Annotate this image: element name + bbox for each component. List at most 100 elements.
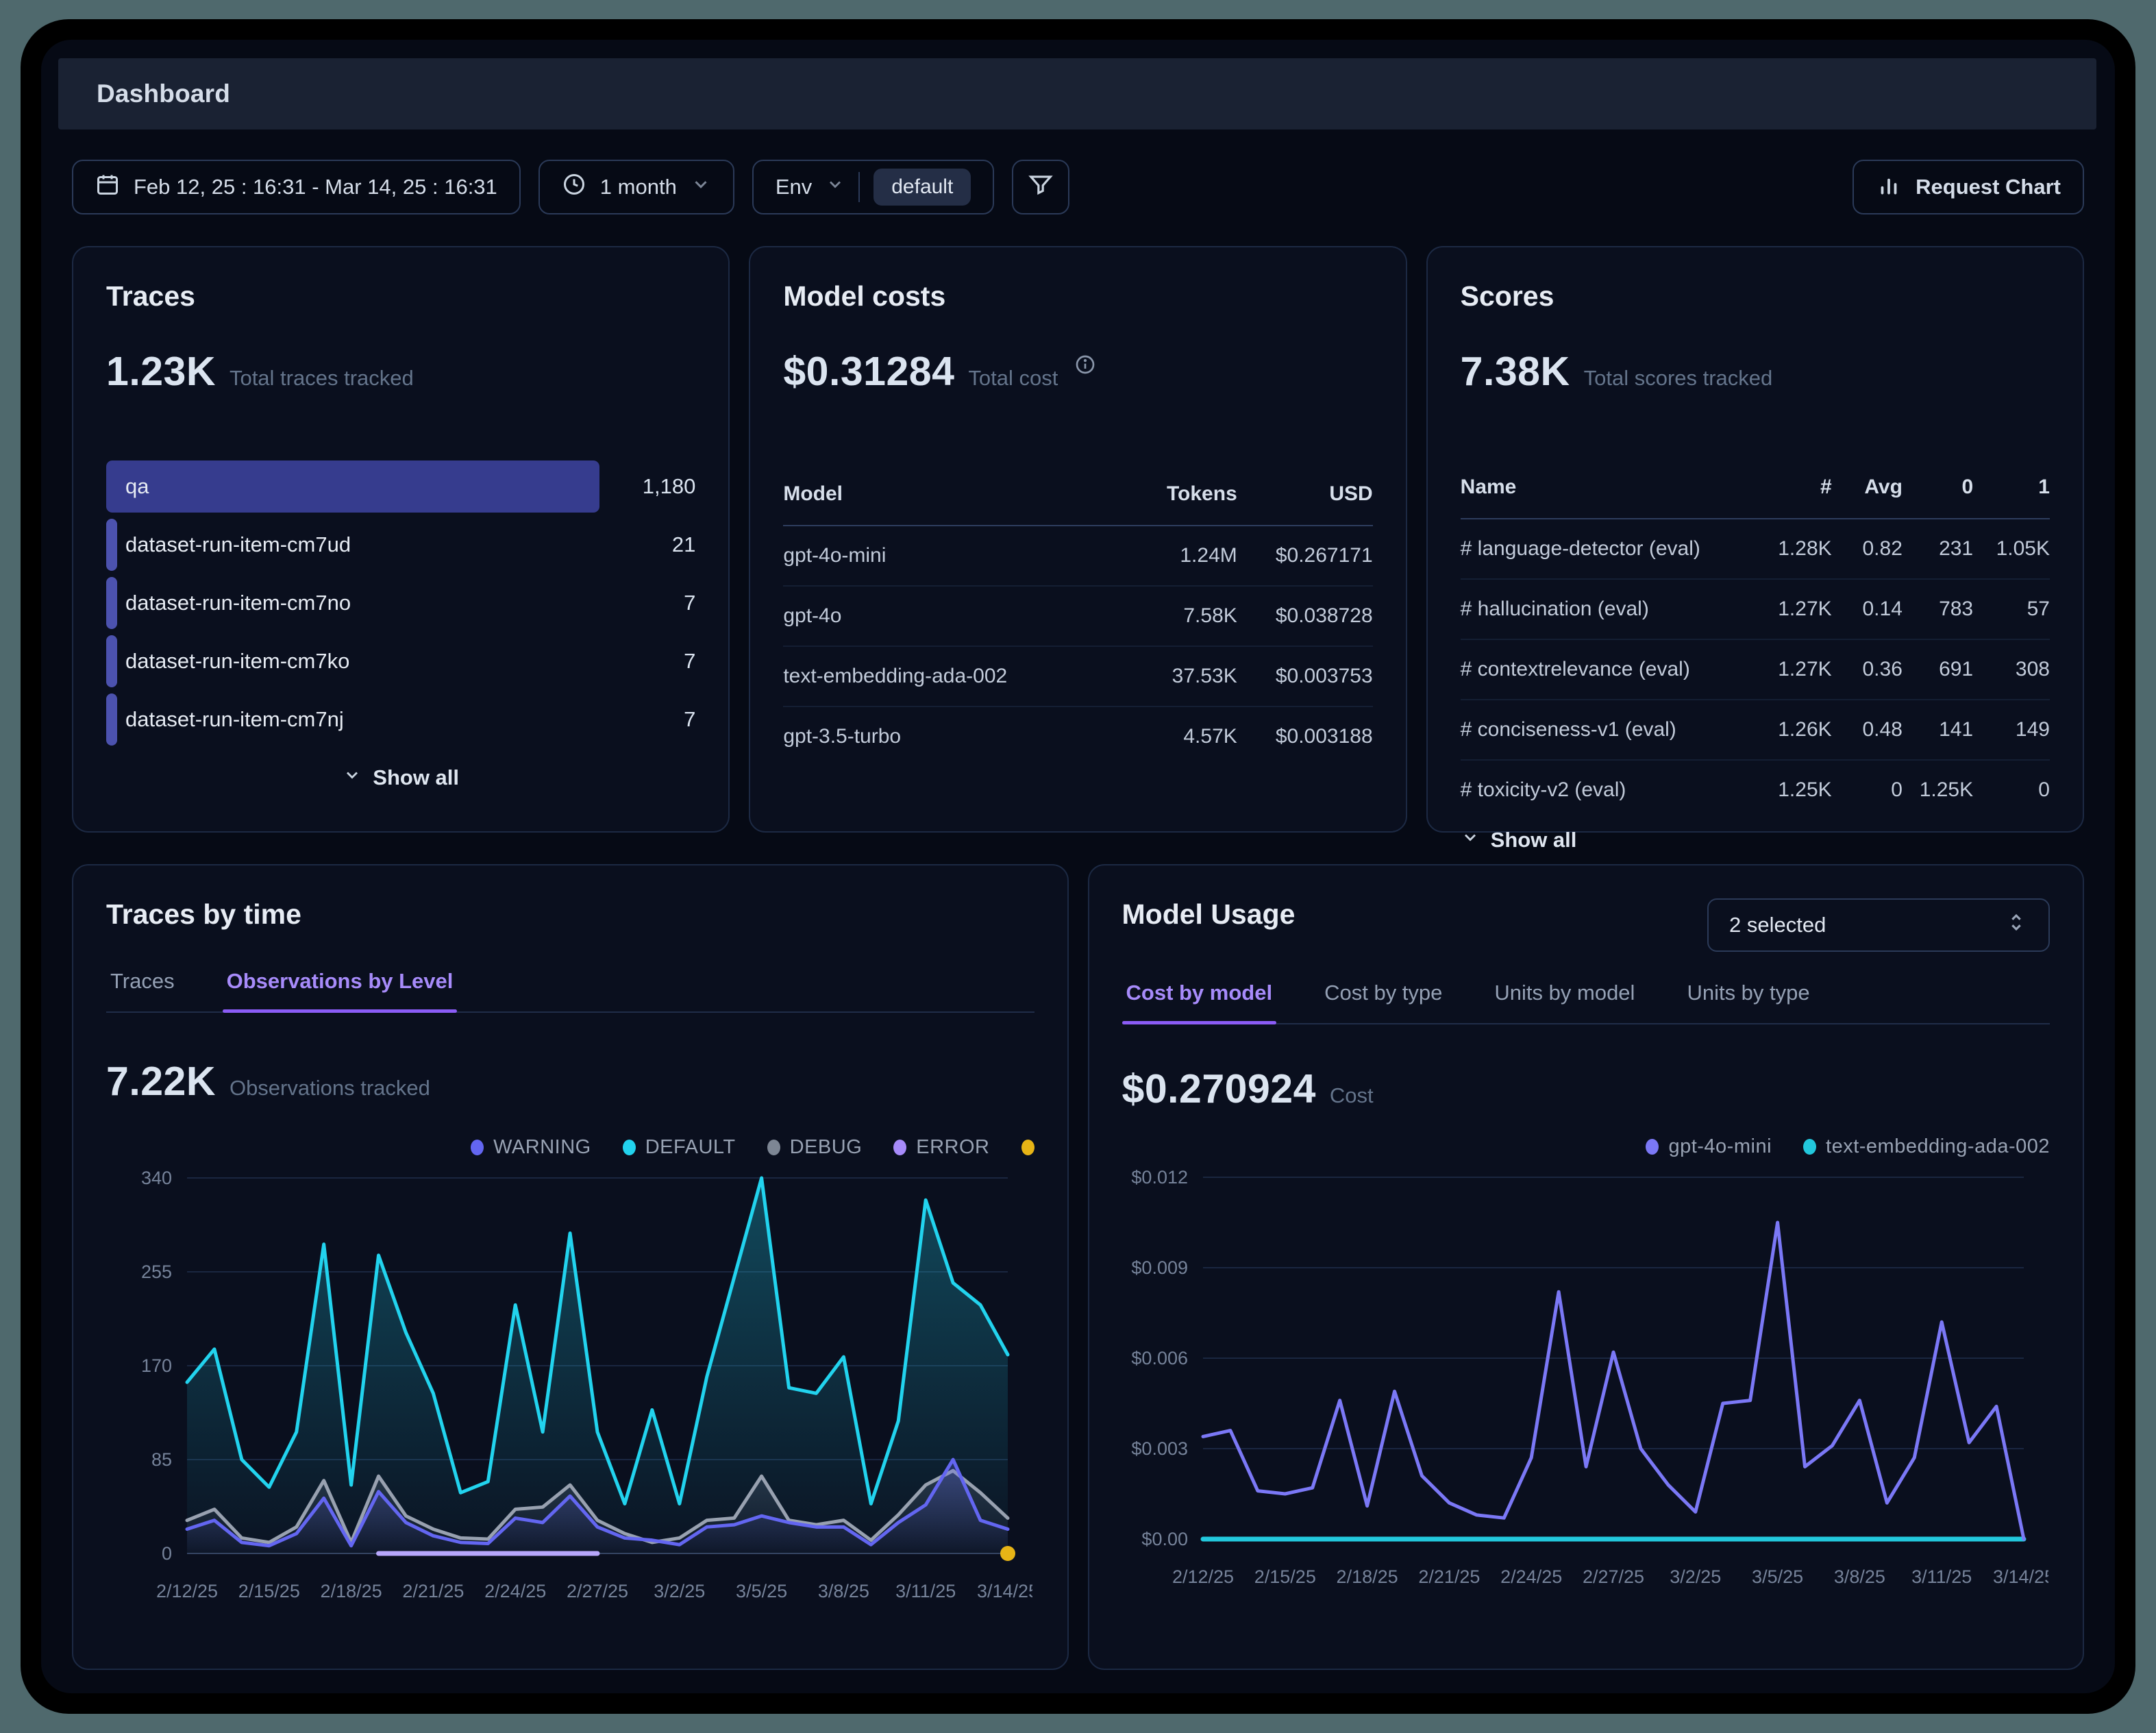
model-usage-tabs: Cost by model Cost by type Units by model U… bbox=[1122, 981, 2050, 1024]
model-select-value: 2 selected bbox=[1729, 913, 1826, 937]
legend-item-default[interactable]: DEFAULT bbox=[622, 1136, 736, 1159]
legend-item-text-embedding-ada-002[interactable]: text-embedding-ada-002 bbox=[1803, 1135, 2050, 1158]
svg-text:170: 170 bbox=[141, 1355, 172, 1376]
svg-text:2/24/25: 2/24/25 bbox=[1500, 1566, 1562, 1587]
bottom-cards-row: Traces by time Traces Observations by Lev… bbox=[72, 864, 2084, 1670]
divider bbox=[858, 172, 860, 202]
row-value: 1.25K bbox=[1919, 778, 1974, 801]
row-value: $0.003188 bbox=[1275, 725, 1373, 748]
legend-item-warning[interactable]: WARNING bbox=[471, 1136, 591, 1159]
scores-total: 7.38K bbox=[1460, 349, 1570, 394]
row-value: 0.82 bbox=[1831, 519, 1903, 580]
list-item[interactable]: dataset-run-item-cm7no 7 bbox=[106, 577, 695, 629]
tab-units-by-model[interactable]: Units by model bbox=[1490, 981, 1639, 1023]
row-value: 149 bbox=[1973, 700, 2050, 761]
list-item[interactable]: qa 1,180 bbox=[106, 460, 695, 513]
svg-text:255: 255 bbox=[141, 1262, 172, 1282]
row-value: 141 bbox=[1902, 700, 1974, 761]
scores-table: Name # Avg 0 1 # language-detector (eval) 1.2… bbox=[1460, 476, 2050, 820]
bar-fill bbox=[106, 635, 117, 687]
legend-label: DEBUG bbox=[789, 1136, 863, 1158]
traces-by-time-title: Traces by time bbox=[106, 898, 301, 930]
svg-text:3/5/25: 3/5/25 bbox=[736, 1581, 787, 1601]
bar-chart-icon bbox=[1876, 171, 1902, 203]
bar-fill bbox=[106, 519, 117, 571]
bar-value: 1,180 bbox=[642, 474, 696, 498]
column-header: Avg bbox=[1831, 476, 1903, 519]
svg-text:3/14/25: 3/14/25 bbox=[1992, 1566, 2048, 1587]
tab-cost-by-type[interactable]: Cost by type bbox=[1320, 981, 1446, 1023]
row-value: 1.28K bbox=[1755, 519, 1832, 580]
column-header: 1 bbox=[1973, 476, 2050, 519]
chevron-down-icon bbox=[691, 174, 711, 200]
tab-units-by-type[interactable]: Units by type bbox=[1683, 981, 1813, 1023]
list-item[interactable]: dataset-run-item-cm7nj 7 bbox=[106, 693, 695, 746]
filter-icon bbox=[1028, 171, 1054, 203]
column-header: Name bbox=[1460, 476, 1755, 519]
svg-text:3/14/25: 3/14/25 bbox=[977, 1581, 1032, 1601]
model-usage-card: Model Usage 2 selected Cost by model Cost… bbox=[1087, 864, 2084, 1670]
model-costs-card-title: Model costs bbox=[783, 280, 946, 312]
tab-observations-by-level[interactable]: Observations by Level bbox=[222, 969, 458, 1013]
observations-legend: WARNING DEFAULT DEBUG ERROR bbox=[106, 1136, 1034, 1159]
svg-text:2/21/25: 2/21/25 bbox=[1418, 1566, 1480, 1587]
row-value: 691 bbox=[1902, 639, 1974, 700]
legend-color-dot bbox=[622, 1140, 636, 1155]
bar-track: dataset-run-item-cm7ud bbox=[106, 519, 599, 571]
table-header-row: Model Tokens USD bbox=[783, 482, 1373, 526]
model-costs-card: Model costs $0.31284 Total cost Model Tok… bbox=[749, 246, 1407, 833]
list-item[interactable]: dataset-run-item-cm7ud 21 bbox=[106, 519, 695, 571]
model-select[interactable]: 2 selected bbox=[1707, 898, 2050, 952]
row-name: text-embedding-ada-002 bbox=[783, 646, 1108, 707]
legend-item-debug[interactable]: DEBUG bbox=[767, 1136, 863, 1159]
row-value: 7.58K bbox=[1107, 586, 1237, 647]
bar-value: 7 bbox=[684, 649, 696, 673]
svg-text:3/8/25: 3/8/25 bbox=[1833, 1566, 1885, 1587]
table-row: # toxicity-v2 (eval) 1.25K 0 1.25K 0 bbox=[1461, 760, 2050, 820]
date-range-picker[interactable]: Feb 12, 25 : 16:31 - Mar 14, 25 : 16:31 bbox=[72, 160, 521, 214]
traces-stat: 1.23K Total traces tracked bbox=[106, 348, 695, 395]
svg-text:85: 85 bbox=[151, 1449, 172, 1470]
svg-text:2/12/25: 2/12/25 bbox=[1172, 1566, 1233, 1587]
time-preset-value: 1 month bbox=[599, 175, 677, 199]
svg-text:2/27/25: 2/27/25 bbox=[1582, 1566, 1644, 1587]
row-name: # contextrelevance (eval) bbox=[1460, 639, 1755, 700]
scores-card-title: Scores bbox=[1460, 280, 1554, 312]
row-value: 1.25K bbox=[1778, 778, 1832, 801]
legend-item-unnamed[interactable] bbox=[1021, 1140, 1034, 1155]
traces-total: 1.23K bbox=[106, 349, 216, 394]
legend-label: gpt-4o-mini bbox=[1668, 1135, 1772, 1157]
table-row: gpt-4o 7.58K $0.038728 bbox=[783, 586, 1373, 647]
svg-text:0: 0 bbox=[162, 1543, 172, 1564]
svg-text:3/8/25: 3/8/25 bbox=[818, 1581, 869, 1601]
list-item[interactable]: dataset-run-item-cm7ko 7 bbox=[106, 635, 695, 687]
svg-text:3/2/25: 3/2/25 bbox=[1670, 1566, 1721, 1587]
traces-show-all-button[interactable]: Show all bbox=[334, 757, 467, 798]
row-name: # conciseness-v1 (eval) bbox=[1460, 700, 1755, 761]
filter-button[interactable] bbox=[1012, 160, 1070, 214]
table-row: text-embedding-ada-002 37.53K $0.003753 bbox=[783, 646, 1373, 707]
row-name: gpt-4o-mini bbox=[783, 526, 1108, 587]
bar-fill bbox=[106, 693, 117, 746]
app-window: Dashboard Feb 12, 25 : 16:31 - Mar 14, 2… bbox=[21, 19, 2135, 1714]
legend-item-gpt-4o-mini[interactable]: gpt-4o-mini bbox=[1646, 1135, 1772, 1158]
app-background: Dashboard Feb 12, 25 : 16:31 - Mar 14, 2… bbox=[41, 40, 2115, 1693]
time-preset-dropdown[interactable]: 1 month bbox=[538, 160, 734, 214]
legend-color-dot bbox=[1646, 1139, 1659, 1155]
legend-item-error[interactable]: ERROR bbox=[893, 1136, 989, 1159]
bar-track: dataset-run-item-cm7no bbox=[106, 577, 599, 629]
tab-cost-by-model[interactable]: Cost by model bbox=[1122, 981, 1277, 1024]
env-filter[interactable]: Env default bbox=[752, 160, 995, 214]
info-icon[interactable] bbox=[1074, 354, 1096, 379]
request-chart-button[interactable]: Request Chart bbox=[1853, 160, 2084, 214]
page-header: Dashboard bbox=[58, 58, 2096, 130]
cost-total: $0.270924 bbox=[1122, 1066, 1316, 1111]
svg-text:2/18/25: 2/18/25 bbox=[1336, 1566, 1398, 1587]
row-value: 308 bbox=[1973, 639, 2050, 700]
row-value: 231 bbox=[1902, 519, 1974, 580]
top-cards-row: Traces 1.23K Total traces tracked qa 1,18… bbox=[72, 246, 2084, 852]
scores-show-all-button[interactable]: Show all bbox=[1461, 820, 1585, 861]
table-row: # contextrelevance (eval) 1.27K 0.36 691 308 bbox=[1460, 639, 2050, 700]
tab-traces[interactable]: Traces bbox=[106, 969, 179, 1011]
scores-total-label: Total scores tracked bbox=[1583, 366, 1773, 390]
